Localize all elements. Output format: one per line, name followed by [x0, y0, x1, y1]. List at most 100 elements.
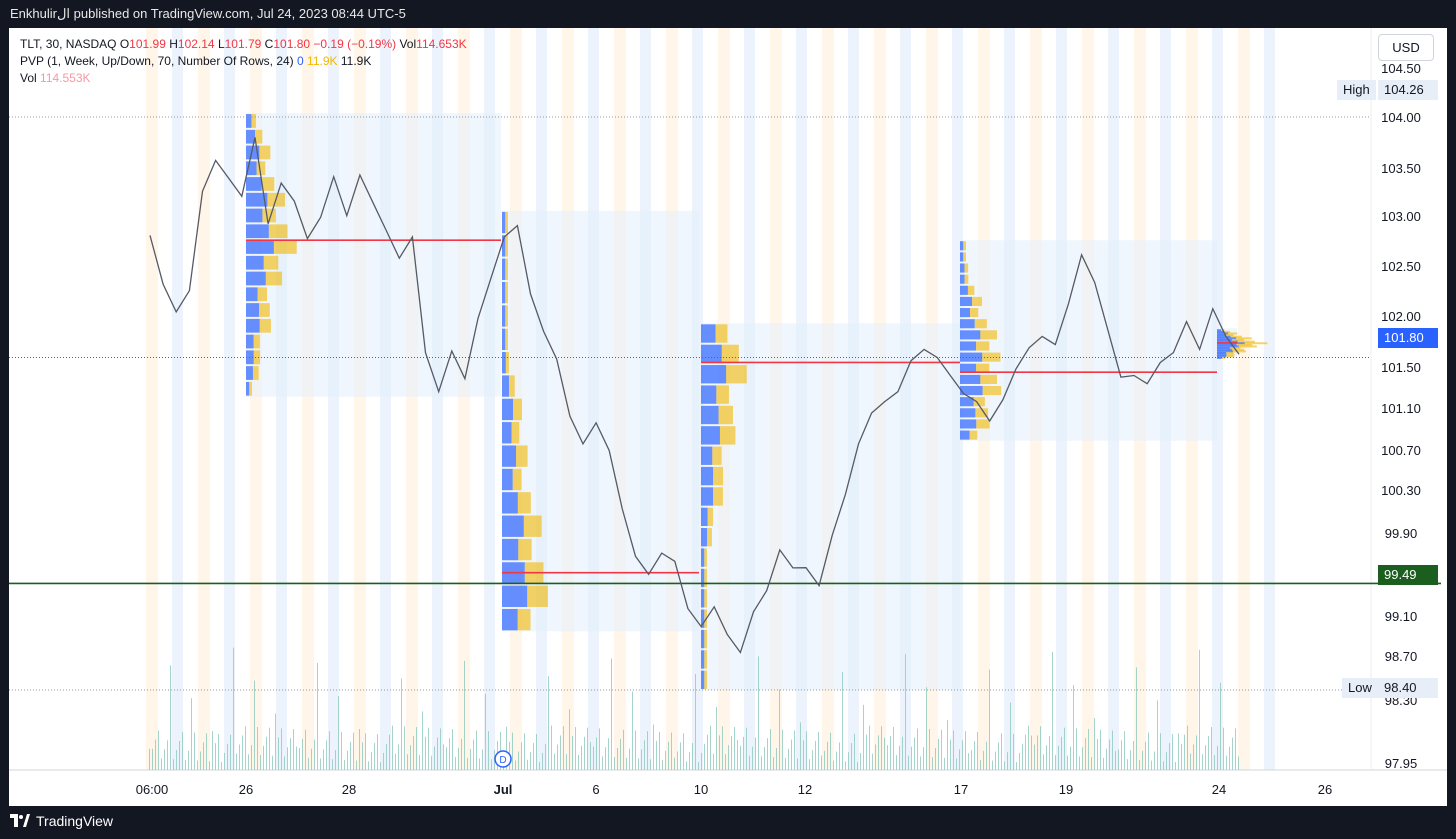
- volume-bar: [209, 761, 210, 770]
- volume-bar: [485, 693, 486, 770]
- volume-bar: [425, 736, 426, 770]
- price-chart[interactable]: 104.50 104.00 103.50 103.00 102.50 102.00 101.…: [9, 28, 1447, 806]
- volume-profile-down-bar: [517, 608, 531, 631]
- volume-profile-up-bar: [960, 430, 970, 440]
- chart-area[interactable]: 104.50 104.00 103.50 103.00 102.50 102.00 101.…: [9, 28, 1447, 806]
- volume-bar: [686, 761, 687, 770]
- volume-profile-down-bar: [1237, 340, 1255, 343]
- volume-bar: [233, 647, 234, 770]
- volume-bar: [1136, 667, 1137, 770]
- volume-bar: [1223, 727, 1224, 770]
- volume-profile-down-bar: [976, 419, 990, 429]
- volume-bar: [344, 759, 345, 770]
- volume-bar: [716, 707, 717, 770]
- high-value-tag: 104.26: [1378, 80, 1438, 100]
- pvp-legend-line[interactable]: PVP (1, Week, Up/Down, 70, Number Of Row…: [20, 53, 467, 70]
- volume-bar: [239, 744, 240, 770]
- volume-bar: [602, 756, 603, 770]
- volume-bar: [743, 736, 744, 770]
- volume-profile-down-bar: [721, 344, 739, 364]
- volume-profile-up-bar: [502, 352, 506, 374]
- volume-bar: [1103, 757, 1104, 770]
- volume-profile-down-bar: [975, 408, 989, 418]
- volume-bar: [923, 747, 924, 770]
- volume-bar: [1184, 734, 1185, 770]
- volume-profile-down-bar: [1228, 332, 1238, 335]
- volume-profile-down-bar: [505, 235, 508, 257]
- volume-bar: [977, 731, 978, 770]
- volume-profile-down-bar: [713, 466, 724, 486]
- volume-bar: [1187, 725, 1188, 770]
- volume-profile-down-bar: [726, 365, 747, 384]
- hline-price-tag: 99.49: [1378, 565, 1438, 585]
- volume-bar: [266, 736, 267, 770]
- volume-profile-down-bar: [704, 650, 707, 669]
- volume-bar: [227, 743, 228, 770]
- symbol-legend-line[interactable]: TLT, 30, NASDAQ O101.99 H102.14 L101.79 …: [20, 36, 467, 53]
- volume-bar: [356, 760, 357, 770]
- volume-bar: [1064, 727, 1065, 770]
- volume-profile-down-bar: [976, 363, 990, 373]
- currency-button[interactable]: USD: [1378, 34, 1434, 61]
- volume-bar: [380, 762, 381, 770]
- y-tick-label: 102.50: [1381, 259, 1421, 274]
- volume-bar: [695, 674, 696, 770]
- tradingview-logo[interactable]: TradingView: [10, 813, 113, 829]
- x-tick-label: 24: [1212, 782, 1226, 797]
- volume-profile-up-bar: [502, 422, 512, 444]
- volume-bar: [350, 741, 351, 770]
- volume-bar: [254, 680, 255, 770]
- volume-profile-up-bar: [502, 585, 528, 607]
- volume-profile-up-bar: [1217, 334, 1227, 337]
- volume-bar: [704, 743, 705, 770]
- volume-profile-up-bar: [1217, 347, 1230, 350]
- volume-bar: [359, 729, 360, 770]
- volume-bar: [992, 760, 993, 770]
- dividend-marker-icon: [494, 750, 512, 768]
- volume-bar: [401, 678, 402, 770]
- volume-bar: [983, 750, 984, 770]
- volume-bar: [386, 743, 387, 770]
- volume-profile-up-bar: [1217, 355, 1227, 358]
- volume-profile-down-bar: [253, 334, 260, 349]
- volume-profile-down-bar: [1236, 337, 1252, 340]
- volume-bar: [881, 726, 882, 770]
- volume-profile-up-bar: [701, 405, 719, 425]
- volume-bar: [527, 759, 528, 770]
- volume-bar: [689, 752, 690, 770]
- volume-profile-up-bar: [701, 344, 722, 364]
- volume-bar: [599, 728, 600, 770]
- volume-bar: [947, 720, 948, 770]
- volume-bar: [224, 752, 225, 770]
- volume-bar: [785, 757, 786, 770]
- volume-profile-up-bar: [960, 274, 965, 284]
- volume-bar: [569, 709, 570, 770]
- volume-profile-up-bar: [701, 609, 705, 628]
- volume-bar: [1211, 727, 1212, 770]
- volume-bar: [1001, 733, 1002, 770]
- volume-profile-down-bar: [511, 422, 520, 444]
- volume-bar: [323, 749, 324, 770]
- volume-bar: [230, 734, 231, 770]
- volume-bar: [1175, 762, 1176, 770]
- volume-bar: [944, 757, 945, 770]
- volume-profile-down-bar: [1238, 345, 1257, 348]
- volume-bar: [248, 754, 249, 770]
- volume-bar: [413, 736, 414, 770]
- volume-bar: [839, 742, 840, 770]
- volume-bar: [806, 731, 807, 770]
- volume-profile-up-bar: [701, 365, 727, 384]
- volume-profile-down-bar: [527, 585, 548, 607]
- volume-bar: [899, 745, 900, 770]
- volume-profile-up-bar: [701, 466, 714, 486]
- low-label: L: [217, 37, 225, 51]
- pvp-value-2: 11.9K: [307, 54, 338, 68]
- vol-legend-line[interactable]: Vol 114.553K: [20, 70, 467, 87]
- low-value: 101.79: [224, 37, 262, 51]
- volume-bar: [1214, 755, 1215, 770]
- volume-profile-up-bar: [701, 548, 705, 567]
- volume-bar: [392, 725, 393, 770]
- volume-profile-down-bar: [973, 397, 985, 407]
- volume-profile-down-bar: [518, 538, 532, 561]
- x-tick-label: 10: [694, 782, 708, 797]
